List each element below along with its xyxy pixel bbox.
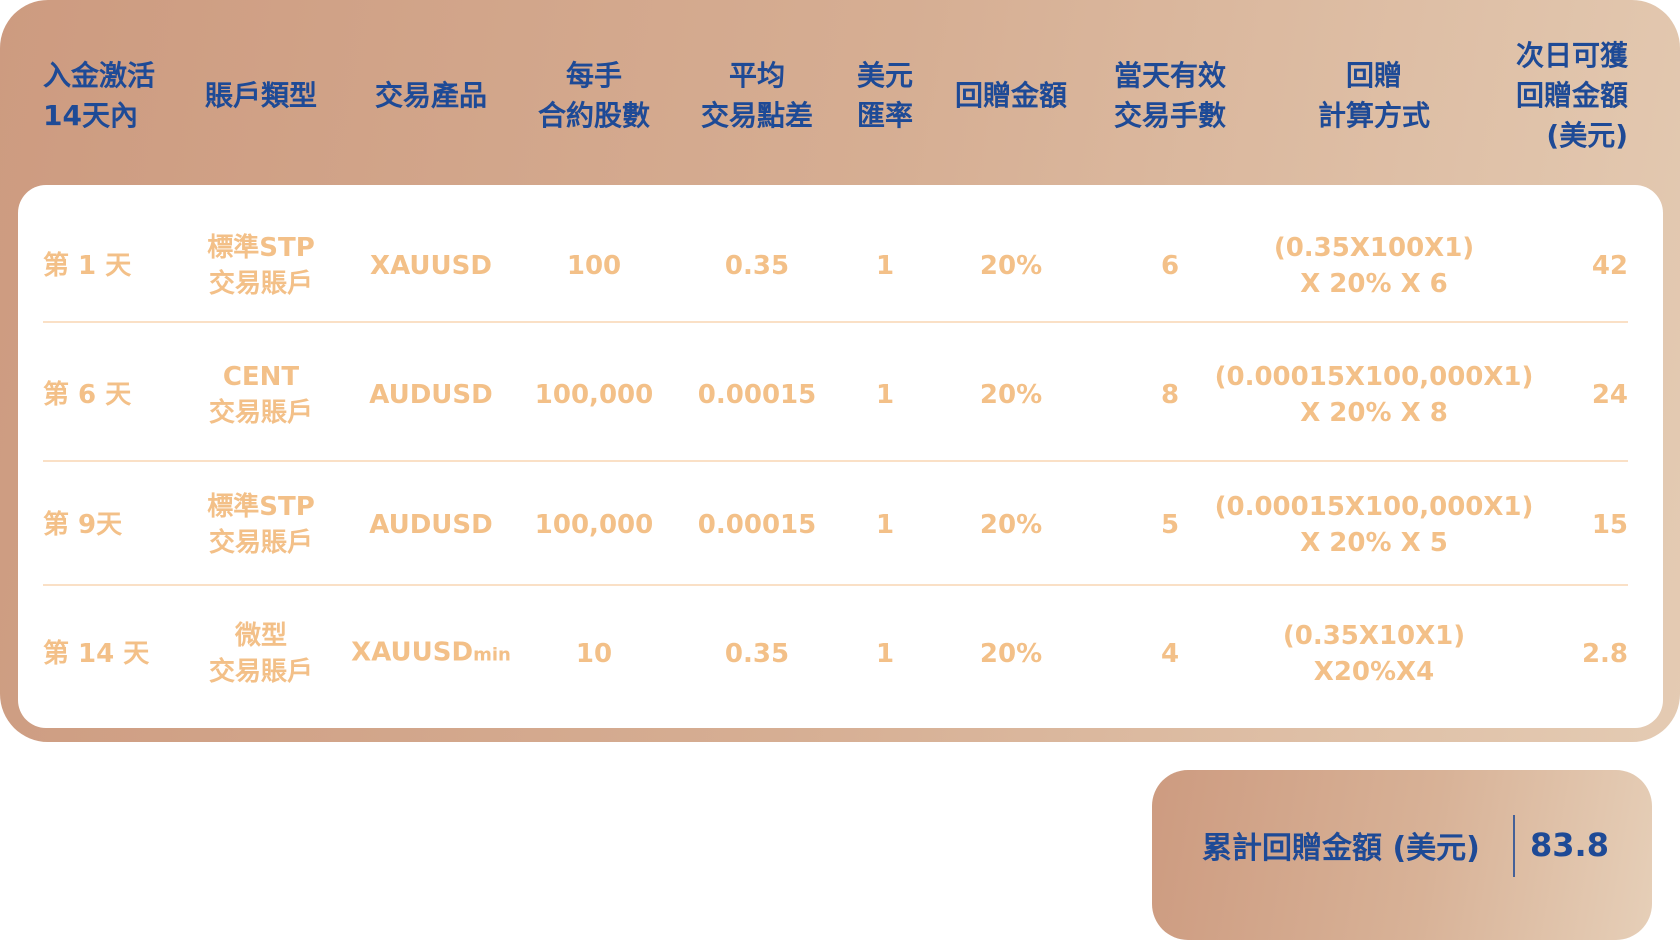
row-divider (43, 460, 1628, 462)
total-rebate-label: 累計回贈金額 (美元) (1202, 831, 1480, 866)
header-formula: 回贈 計算方式 (1317, 59, 1431, 132)
row-divider (43, 321, 1628, 323)
header-next-day-rebate: 次日可獲 回贈金額 (美元) (1515, 39, 1628, 152)
table-cell-usd-rate: 1 (875, 639, 895, 669)
table-cell-deposit-days: 第 14 天 (43, 639, 150, 669)
header-deposit-days: 入金激活 14天內 (43, 59, 156, 132)
table-cell-rebate-rate: 20% (979, 380, 1043, 410)
table-cell-product: XAUUSDmin (351, 637, 511, 668)
table-cell-formula: (0.00015X100,000X1) X 20% X 8 (1214, 362, 1534, 428)
header-product: 交易產品 (374, 79, 488, 112)
table-cell-contract-size: 100 (566, 251, 622, 281)
table-cell-formula: (0.35X10X1) X20%X4 (1282, 621, 1466, 687)
table-cell-deposit-days: 第 6 天 (43, 380, 132, 410)
table-cell-rebate-rate: 20% (979, 639, 1043, 669)
table-cell-lots: 5 (1160, 510, 1180, 540)
row-divider (43, 584, 1628, 586)
table-cell-formula: (0.35X100X1) X 20% X 6 (1273, 233, 1475, 299)
header-account-type: 賬戶類型 (204, 79, 318, 112)
table-cell-usd-rate: 1 (875, 380, 895, 410)
table-cell-contract-size: 10 (575, 639, 613, 669)
table-cell-avg-spread: 0.00015 (697, 510, 817, 540)
table-cell-lots: 4 (1160, 639, 1180, 669)
header-usd-rate: 美元 匯率 (856, 59, 914, 132)
table-cell-deposit-days: 第 1 天 (43, 251, 132, 281)
table-cell-account-type: 標準STP 交易賬戶 (207, 492, 315, 558)
table-cell-formula: (0.00015X100,000X1) X 20% X 5 (1214, 492, 1534, 558)
table-cell-next-day-rebate: 15 (1591, 510, 1628, 540)
table-cell-next-day-rebate: 2.8 (1581, 639, 1628, 669)
table-cell-rebate-rate: 20% (979, 510, 1043, 540)
table-cell-product: AUDUSD (369, 380, 493, 410)
table-cell-next-day-rebate: 42 (1591, 251, 1628, 281)
table-cell-rebate-rate: 20% (979, 251, 1043, 281)
table-cell-account-type: 標準STP 交易賬戶 (207, 233, 315, 299)
table-cell-deposit-days: 第 9天 (43, 510, 123, 540)
table-body (18, 185, 1663, 728)
total-rebate-box: 累計回贈金額 (美元) 83.8 (1152, 770, 1652, 940)
rebate-table-panel (0, 0, 1680, 742)
total-rebate-value: 83.8 (1530, 826, 1609, 864)
table-cell-account-type: 微型 交易賬戶 (208, 621, 314, 687)
table-cell-avg-spread: 0.35 (724, 639, 790, 669)
product-suffix: min (473, 644, 511, 666)
table-cell-next-day-rebate: 24 (1591, 380, 1628, 410)
table-cell-product: AUDUSD (369, 510, 493, 540)
table-cell-contract-size: 100,000 (534, 510, 654, 540)
table-cell-product: XAUUSD (370, 251, 492, 281)
table-cell-lots: 6 (1160, 251, 1180, 281)
table-cell-account-type: CENT 交易賬戶 (208, 362, 314, 428)
header-rebate-rate: 回贈金額 (954, 79, 1068, 112)
header-avg-spread: 平均 交易點差 (700, 59, 814, 132)
table-cell-avg-spread: 0.00015 (697, 380, 817, 410)
header-contract-size: 每手 合約股數 (537, 59, 651, 132)
table-cell-avg-spread: 0.35 (724, 251, 790, 281)
header-lots: 當天有效 交易手數 (1113, 59, 1227, 132)
table-cell-usd-rate: 1 (875, 251, 895, 281)
table-cell-contract-size: 100,000 (534, 380, 654, 410)
table-cell-lots: 8 (1160, 380, 1180, 410)
table-cell-usd-rate: 1 (875, 510, 895, 540)
divider (1513, 815, 1515, 877)
